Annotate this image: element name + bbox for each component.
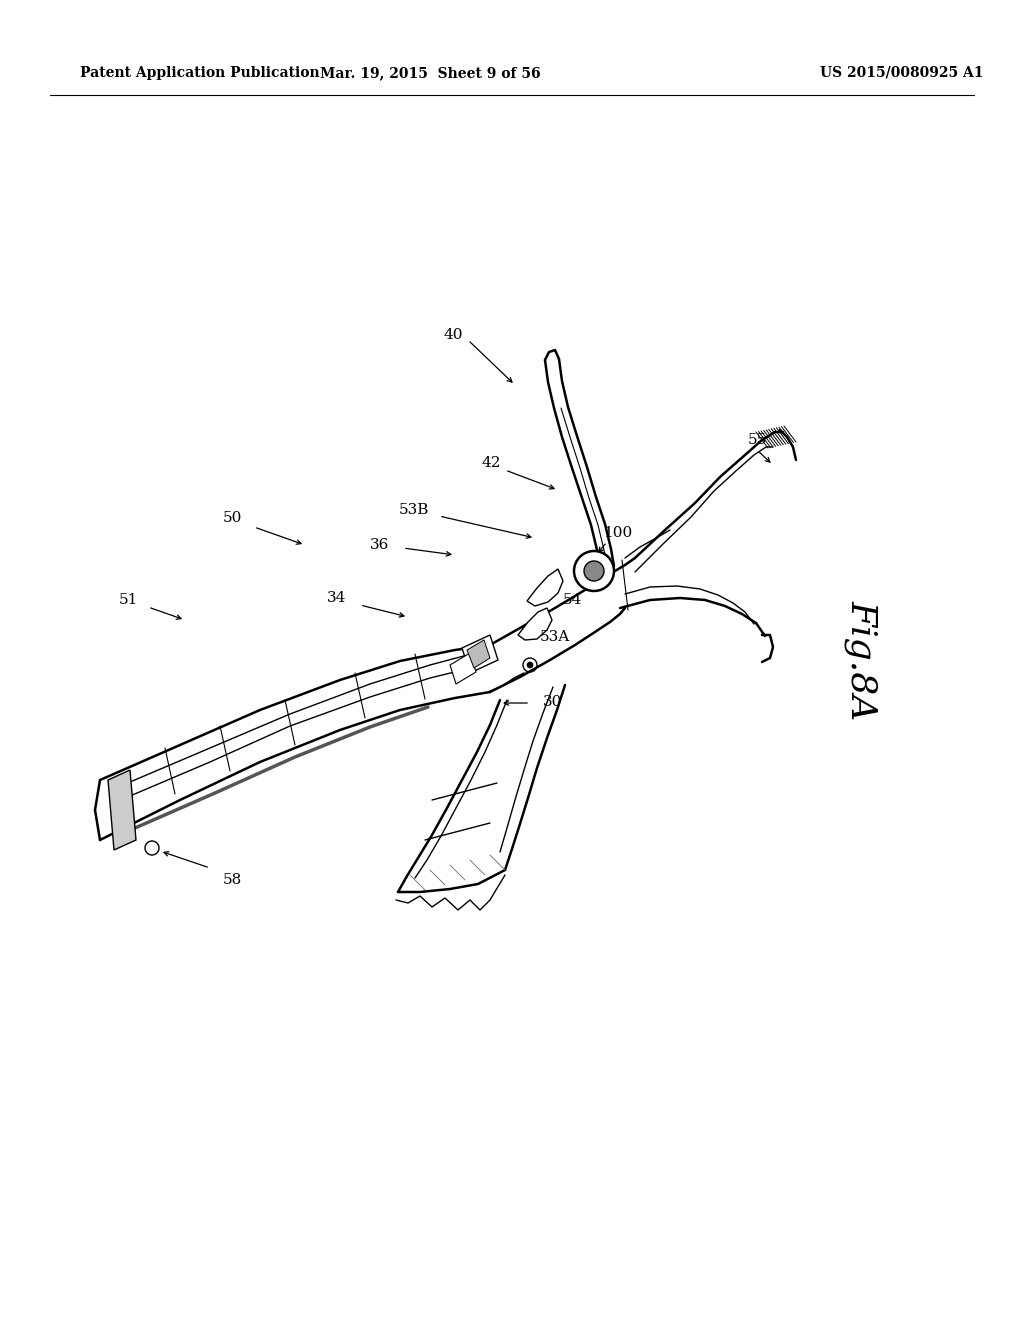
Text: 53B: 53B [398,503,429,517]
Polygon shape [527,569,563,606]
Polygon shape [518,609,552,640]
Circle shape [584,561,604,581]
Text: 51: 51 [119,593,137,607]
Circle shape [527,663,534,668]
Text: 36: 36 [371,539,390,552]
Polygon shape [108,770,136,850]
Text: 58: 58 [222,873,242,887]
Text: 30: 30 [544,696,562,709]
Text: 50: 50 [222,511,242,525]
Text: Fig.8A: Fig.8A [845,599,879,721]
Polygon shape [462,635,498,673]
Text: Patent Application Publication: Patent Application Publication [80,66,319,81]
Circle shape [574,550,614,591]
Text: 100: 100 [603,525,633,540]
Text: 53A: 53A [540,630,570,644]
Polygon shape [450,653,476,684]
Text: US 2015/0080925 A1: US 2015/0080925 A1 [820,66,983,81]
Text: 42: 42 [481,455,501,470]
Text: 34: 34 [328,591,347,605]
Text: 40: 40 [443,327,463,342]
Text: 55: 55 [748,433,767,447]
Polygon shape [467,640,490,668]
Text: Mar. 19, 2015  Sheet 9 of 56: Mar. 19, 2015 Sheet 9 of 56 [319,66,541,81]
Text: 54: 54 [562,593,582,607]
